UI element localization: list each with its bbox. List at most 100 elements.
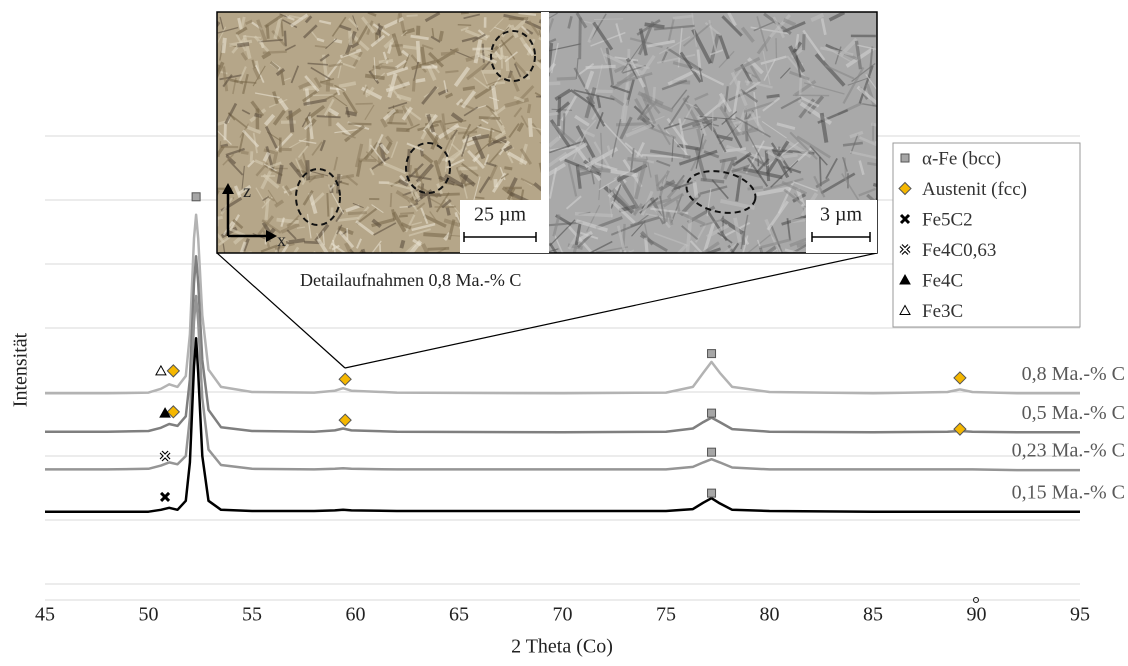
texture-stroke (619, 116, 633, 140)
texture-stroke (585, 64, 616, 70)
texture-stroke (819, 112, 829, 143)
texture-stroke (467, 149, 485, 169)
texture-stroke (718, 50, 735, 68)
texture-stroke (390, 251, 394, 253)
texture-stroke (395, 190, 417, 206)
texture-stroke (697, 115, 707, 137)
texture-stroke (338, 230, 355, 249)
texture-stroke (263, 113, 276, 126)
texture-stroke (486, 77, 506, 86)
texture-stroke (232, 218, 244, 230)
texture-stroke (475, 196, 485, 200)
texture-stroke (378, 58, 394, 64)
texture-stroke (297, 145, 309, 159)
texture-stroke (483, 154, 490, 166)
texture-stroke (498, 118, 505, 129)
texture-stroke (499, 35, 514, 48)
texture-stroke (723, 86, 729, 112)
texture-stroke (242, 129, 260, 148)
texture-stroke (552, 214, 561, 237)
texture-stroke (733, 217, 742, 243)
texture-stroke (277, 98, 289, 111)
texture-stroke (229, 78, 244, 85)
texture-stroke (463, 106, 479, 117)
texture-stroke (325, 92, 339, 101)
texture-stroke (325, 38, 338, 50)
texture-stroke (280, 222, 300, 234)
texture-stroke (841, 173, 863, 206)
texture-stroke (429, 211, 439, 223)
x-tick-label: 55 (242, 604, 262, 626)
texture-stroke (347, 211, 367, 216)
texture-stroke (240, 150, 249, 155)
texture-stroke (621, 38, 646, 73)
texture-stroke (328, 62, 343, 68)
texture-stroke (625, 123, 653, 138)
texture-stroke (364, 104, 375, 121)
texture-stroke (331, 94, 348, 107)
inset-connector (344, 252, 878, 369)
texture-stroke (598, 177, 620, 191)
texture-stroke (415, 25, 421, 36)
micrograph-texture (549, 12, 877, 253)
texture-stroke (834, 46, 842, 65)
plot-area: 0,8 Ma.-% C 0,5 Ma.-% C 0,23 Ma.-% C 0,15 M… (45, 192, 1125, 513)
texture-stroke (460, 135, 469, 153)
texture-stroke (520, 25, 530, 35)
texture-stroke (409, 189, 416, 200)
texture-stroke (361, 16, 376, 34)
texture-stroke (408, 239, 423, 253)
x-tick-label: 65 (449, 604, 469, 626)
texture-stroke (865, 83, 877, 107)
texture-stroke (549, 140, 584, 154)
texture-stroke (348, 17, 359, 29)
texture-stroke (319, 53, 330, 62)
texture-stroke (549, 167, 558, 199)
texture-stroke (445, 92, 454, 99)
scale-bar (463, 232, 537, 242)
series-line (45, 336, 1080, 513)
texture-stroke (472, 135, 486, 160)
texture-stroke (400, 30, 408, 37)
texture-stroke (722, 243, 738, 253)
texture-stroke (284, 185, 293, 196)
marker-diamond (953, 371, 967, 385)
texture-stroke (809, 145, 828, 166)
texture-stroke (345, 106, 351, 118)
texture-stroke (238, 130, 245, 153)
texture-stroke (865, 74, 877, 91)
texture-stroke (352, 15, 359, 31)
marker-inner (900, 244, 910, 255)
texture-stroke (680, 107, 693, 128)
texture-stroke (415, 202, 426, 211)
texture-stroke (820, 172, 856, 195)
texture-stroke (800, 96, 820, 108)
texture-stroke (867, 161, 877, 167)
texture-stroke (747, 157, 769, 188)
texture-stroke (638, 99, 659, 121)
texture-stroke (488, 164, 499, 181)
texture-stroke (514, 61, 529, 77)
texture-stroke (777, 153, 798, 160)
texture-stroke (408, 174, 432, 181)
texture-stroke (856, 85, 877, 106)
texture-stroke (320, 251, 323, 253)
texture-stroke (749, 110, 766, 136)
texture-stroke (727, 244, 736, 253)
texture-stroke (766, 141, 799, 167)
texture-stroke (272, 91, 279, 105)
texture-stroke (691, 12, 697, 47)
texture-stroke (447, 219, 456, 240)
texture-stroke (672, 14, 694, 20)
axes-arrow (226, 190, 270, 238)
texture-stroke (655, 173, 668, 187)
texture-stroke (382, 108, 397, 121)
texture-stroke (711, 179, 729, 200)
texture-stroke (450, 143, 465, 156)
texture-stroke (274, 199, 285, 208)
texture-stroke (308, 192, 318, 214)
texture-stroke (436, 150, 447, 165)
texture-stroke (408, 228, 431, 237)
texture-stroke (534, 91, 541, 98)
texture-stroke (254, 159, 264, 166)
